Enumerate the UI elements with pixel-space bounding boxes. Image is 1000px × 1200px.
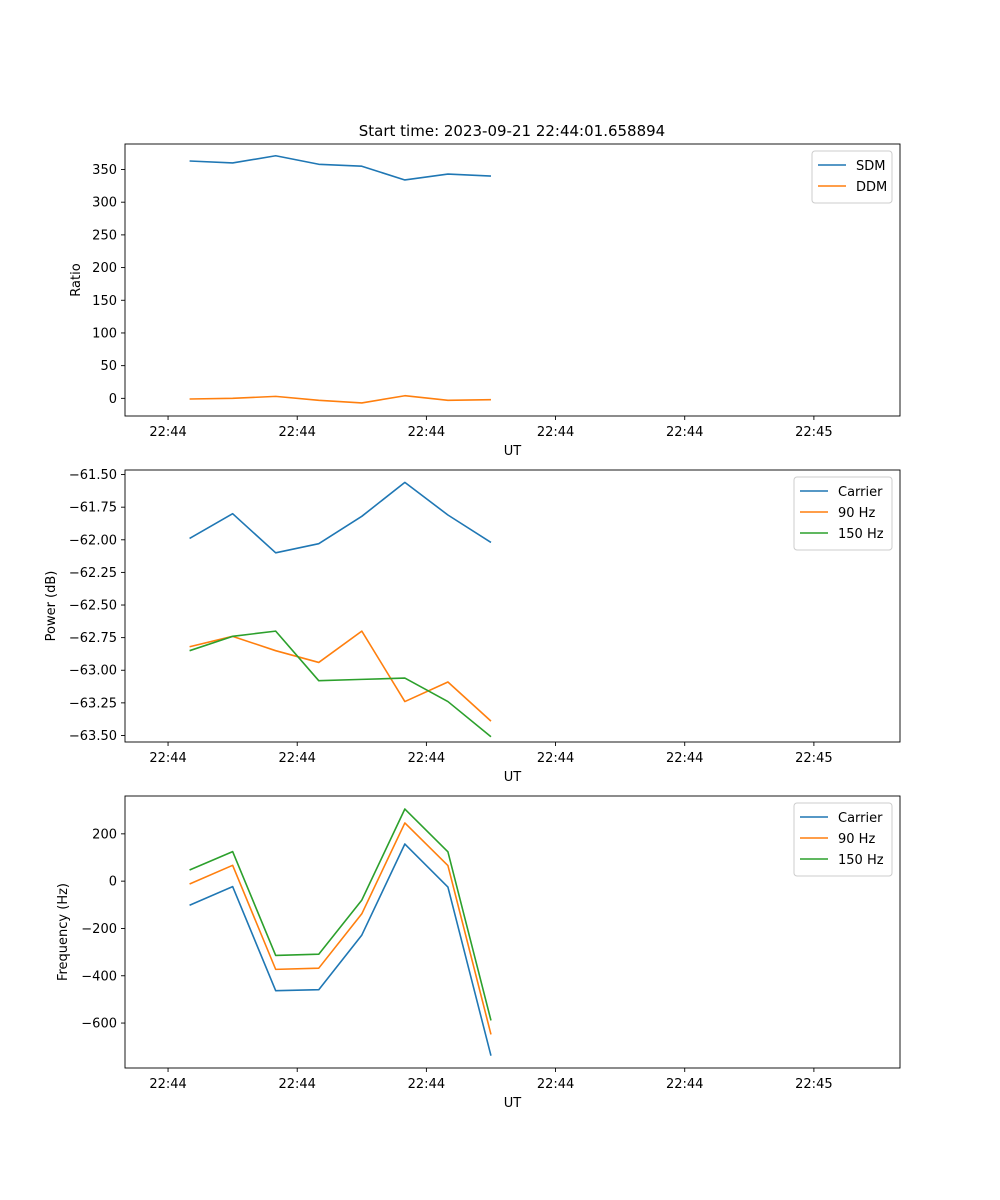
y-tick-label: 0 xyxy=(109,392,117,407)
legend-label: Carrier xyxy=(838,811,883,826)
legend-box xyxy=(793,802,893,877)
chart-power: 22:44 22:44 22:44 22:44 22:44 22:45 −63.50 −63.… xyxy=(44,468,901,785)
x-tick-label: 22:44 xyxy=(408,1077,445,1092)
x-tick-label: 22:44 xyxy=(666,1077,703,1092)
series-line-carrier xyxy=(189,481,492,554)
y-tick-label: 200 xyxy=(92,261,117,276)
y-tick-label: −62.50 xyxy=(69,599,117,614)
x-tick-label: 22:45 xyxy=(795,425,832,440)
series-line-90-hz xyxy=(189,630,492,722)
y-axis-label: Power (dB) xyxy=(44,571,59,642)
figure-title: Start time: 2023-09-21 22:44:01.658894 xyxy=(359,122,665,140)
y-tick-label: 0 xyxy=(109,875,117,890)
y-tick-label: −63.00 xyxy=(69,664,117,679)
chart-ratio: 22:44 22:44 22:44 22:44 22:44 22:45 0 50 100 150 2… xyxy=(69,143,901,459)
y-axis-label: Frequency (Hz) xyxy=(56,883,71,981)
y-tick-label: 50 xyxy=(100,359,117,374)
legend-box xyxy=(811,150,893,204)
axes-frame xyxy=(124,469,901,743)
x-tick-label: 22:44 xyxy=(408,751,445,766)
y-tick-label: 300 xyxy=(92,196,117,211)
series-line-90-hz xyxy=(189,822,492,1035)
series-line-sdm xyxy=(189,154,492,181)
y-tick-label: −63.25 xyxy=(69,696,117,711)
x-tick-label: 22:44 xyxy=(149,1077,186,1092)
legend-label: DDM xyxy=(856,180,887,195)
y-tick-label: 100 xyxy=(92,326,117,341)
y-tick-label: −600 xyxy=(81,1017,117,1032)
x-tick-label: 22:45 xyxy=(795,1077,832,1092)
x-tick-label: 22:44 xyxy=(278,1077,315,1092)
legend-label: SDM xyxy=(856,159,885,174)
y-tick-label: −63.50 xyxy=(69,729,117,744)
x-axis-label: UT xyxy=(504,770,522,785)
legend: Carrier 90 Hz 150 Hz xyxy=(793,802,893,877)
y-tick-label: −62.00 xyxy=(69,533,117,548)
legend-box xyxy=(793,476,893,551)
x-tick-label: 22:44 xyxy=(149,425,186,440)
y-axis-label: Ratio xyxy=(69,263,84,296)
x-axis-label: UT xyxy=(504,1096,522,1111)
x-tick-label: 22:44 xyxy=(666,425,703,440)
x-tick-label: 22:44 xyxy=(666,751,703,766)
x-tick-label: 22:44 xyxy=(537,751,574,766)
y-tick-label: 250 xyxy=(92,228,117,243)
series-line-150-hz xyxy=(189,630,492,738)
y-tick-label: 150 xyxy=(92,294,117,309)
legend: SDM DDM xyxy=(811,150,893,204)
y-tick-label: −61.75 xyxy=(69,501,117,516)
legend-label: 90 Hz xyxy=(838,506,875,521)
x-axis-label: UT xyxy=(504,444,522,459)
x-tick-label: 22:44 xyxy=(278,425,315,440)
x-tick-label: 22:44 xyxy=(149,751,186,766)
y-tick-label: −62.25 xyxy=(69,566,117,581)
legend: Carrier 90 Hz 150 Hz xyxy=(793,476,893,551)
series-line-150-hz xyxy=(189,808,492,1021)
x-tick-label: 22:44 xyxy=(408,425,445,440)
legend-label: 150 Hz xyxy=(838,527,884,542)
legend-label: 90 Hz xyxy=(838,832,875,847)
chart-frequency: 22:44 22:44 22:44 22:44 22:44 22:45 −600 −400 −2… xyxy=(56,795,901,1111)
x-tick-label: 22:44 xyxy=(537,425,574,440)
y-tick-label: −61.50 xyxy=(69,468,117,483)
axes-frame xyxy=(124,143,901,417)
x-tick-label: 22:44 xyxy=(537,1077,574,1092)
y-tick-label: −200 xyxy=(81,922,117,937)
series-line-ddm xyxy=(189,394,491,404)
legend-label: 150 Hz xyxy=(838,853,884,868)
y-tick-label: −62.75 xyxy=(69,631,117,646)
series-line-carrier xyxy=(189,843,492,1056)
legend-label: Carrier xyxy=(838,485,883,500)
y-tick-label: 200 xyxy=(92,827,117,842)
x-tick-label: 22:45 xyxy=(795,751,832,766)
x-tick-label: 22:44 xyxy=(278,751,315,766)
y-tick-label: −400 xyxy=(81,969,117,984)
y-tick-label: 350 xyxy=(92,163,117,178)
axes-frame xyxy=(124,795,901,1069)
